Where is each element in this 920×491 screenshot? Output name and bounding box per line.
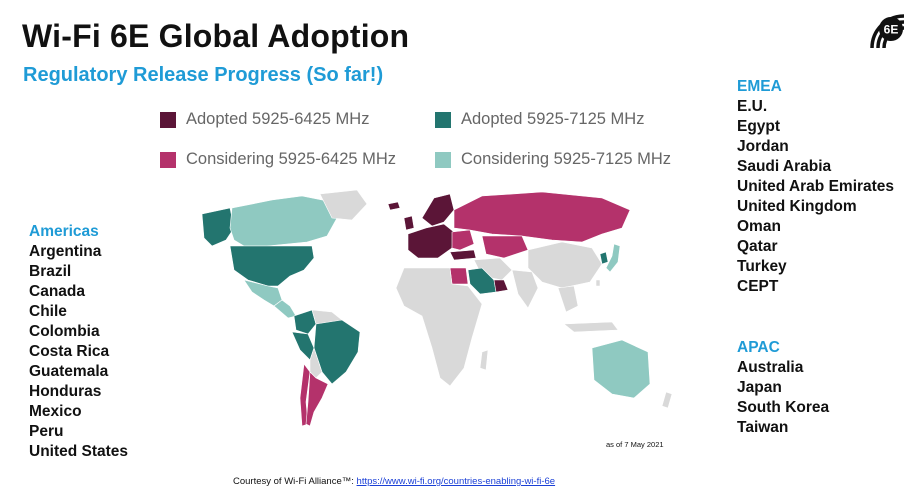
legend-swatch [160,151,176,168]
map-africa [395,267,483,387]
world-map [201,189,673,427]
country-item: E.U. [737,98,768,115]
map-australia [591,339,651,399]
map-colombia [293,309,317,335]
map-brazil [313,319,361,385]
map-new-zealand [661,391,673,409]
map-legend: Adopted 5925-6425 MHz Adopted 5925-7125 … [160,108,700,178]
legend-item-adopted-7125: Adopted 5925-7125 MHz [435,110,644,129]
country-item: Chile [29,303,67,320]
country-item: Japan [737,379,782,396]
country-item: Turkey [737,258,787,275]
map-southeast-asia [557,285,579,313]
map-uk [403,215,415,231]
country-item: United States [29,443,129,460]
legend-item-considering-7125: Considering 5925-7125 MHz [435,150,671,169]
country-item: Brazil [29,263,72,280]
country-item: Saudi Arabia [737,158,832,175]
footer-credit: Courtesy of Wi-Fi Alliance™: https://www… [233,476,555,487]
legend-swatch [435,111,451,128]
map-central-america [273,299,297,319]
country-item: United Kingdom [737,198,857,215]
map-madagascar [479,349,489,371]
legend-label: Considering 5925-6425 MHz [186,150,397,168]
legend-label: Adopted 5925-7125 MHz [461,110,645,128]
country-item: Oman [737,218,781,235]
map-canada [229,195,338,247]
page-title: Wi-Fi 6E Global Adoption [22,18,410,54]
logo-text: 6E [884,23,899,37]
legend-label: Considering 5925-7125 MHz [461,150,672,168]
map-united-states [229,245,315,287]
map-japan [605,243,621,273]
map-iceland [387,201,401,211]
legend-item-considering-6425: Considering 5925-6425 MHz [160,150,396,169]
country-item: Colombia [29,323,100,340]
map-taiwan [595,279,601,287]
map-alaska [201,207,235,247]
region-emea: EMEA E.U. Egypt Jordan Saudi Arabia Unit… [737,77,894,297]
map-greenland [319,189,368,221]
country-item: Peru [29,423,64,440]
country-item: Honduras [29,383,102,400]
map-bolivia [309,347,323,379]
wifi-6e-logo-icon: 6E [870,14,905,49]
map-eastern-europe [451,229,475,251]
region-heading: APAC [737,339,780,356]
country-item: Guatemala [29,363,109,380]
legend-swatch [160,111,176,128]
country-item: Jordan [737,138,789,155]
map-china [527,241,603,289]
legend-item-adopted-6425: Adopted 5925-6425 MHz [160,110,369,129]
country-item: Australia [737,359,804,376]
map-central-asia [481,235,529,259]
country-item: Argentina [29,243,102,260]
page-subtitle: Regulatory Release Progress (So far!) [23,64,384,86]
region-heading: Americas [29,223,99,240]
map-russia [453,191,631,243]
map-india [511,269,539,309]
country-item: Mexico [29,403,82,420]
country-item: CEPT [737,278,779,295]
country-item: Costa Rica [29,343,110,360]
map-south-korea [599,251,609,265]
map-uae-oman [493,279,509,293]
as-of-date: as of 7 May 2021 [606,440,664,449]
country-item: Taiwan [737,419,789,436]
country-item: United Arab Emirates [737,178,895,195]
map-egypt [449,267,469,285]
map-europe [407,223,455,259]
country-item: Egypt [737,118,781,135]
map-peru [291,331,315,361]
map-turkey [449,249,477,261]
legend-swatch [435,151,451,168]
country-item: Canada [29,283,85,300]
map-indonesia [563,321,619,333]
region-americas: Americas Argentina Brazil Canada Chile C… [29,222,128,462]
region-heading: EMEA [737,78,782,95]
map-argentina [305,371,329,427]
legend-label: Adopted 5925-6425 MHz [186,110,370,128]
source-link[interactable]: https://www.wi-fi.org/countries-enabling… [356,476,556,487]
region-apac: APAC Australia Japan South Korea Taiwan [737,338,829,438]
country-item: Qatar [737,238,778,255]
map-scandinavia [421,193,455,227]
country-item: South Korea [737,399,830,416]
footer-text: Courtesy of Wi-Fi Alliance™: [233,476,357,487]
